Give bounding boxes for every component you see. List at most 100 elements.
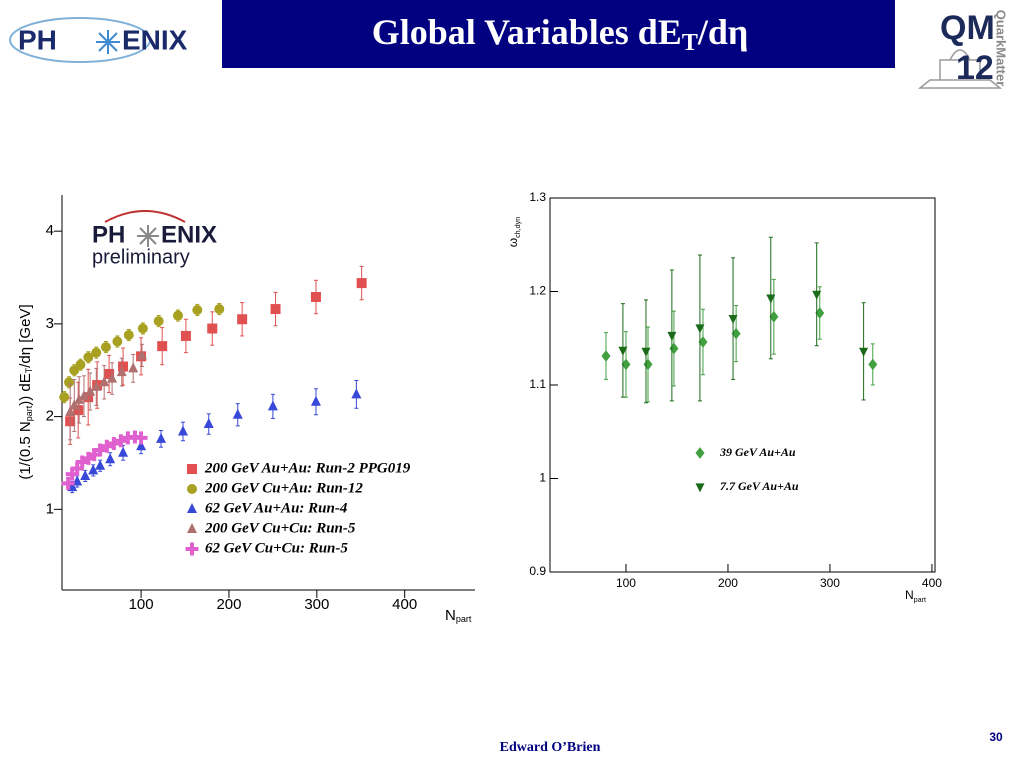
- marker: [356, 278, 367, 289]
- y-tick-label: 0.9: [529, 564, 546, 578]
- title-part: Global Variables dE: [372, 12, 682, 52]
- marker: [91, 347, 102, 358]
- marker: [75, 359, 86, 370]
- marker: [178, 425, 189, 436]
- marker: [118, 446, 129, 457]
- qm-logo: QM 12 QuarkMatter: [917, 9, 1009, 89]
- legend-label: 7.7 GeV Au+Au: [720, 479, 799, 493]
- marker: [641, 347, 651, 357]
- annotation: preliminary: [92, 246, 190, 268]
- legend-marker: [187, 523, 197, 533]
- logo-text: ENIX: [122, 24, 188, 55]
- marker: [112, 336, 123, 347]
- x-axis-label: Npart: [445, 607, 472, 624]
- marker: [61, 476, 75, 490]
- y-tick-label: 1: [46, 500, 54, 517]
- label-subscript: T: [24, 367, 34, 373]
- marker: [136, 440, 147, 451]
- marker: [766, 294, 776, 304]
- label-part: ω: [506, 238, 520, 247]
- marker: [75, 455, 89, 469]
- capitol-icon: [917, 49, 1003, 89]
- marker: [123, 330, 134, 341]
- logo-text: PH: [18, 24, 57, 55]
- legend-marker: [187, 484, 197, 494]
- legend-label: 62 GeV Au+Au: Run-4: [205, 500, 348, 516]
- marker: [81, 451, 95, 465]
- marker: [812, 290, 822, 300]
- marker: [65, 405, 76, 416]
- label-part: )) dE: [17, 373, 34, 406]
- y-axis-label: ωch,dyn: [506, 217, 522, 248]
- marker: [601, 350, 611, 362]
- legend-label: 200 GeV Au+Au: Run-2 PPG019: [204, 460, 411, 476]
- marker: [618, 346, 628, 356]
- label-subscript: part: [24, 405, 34, 421]
- marker: [207, 323, 218, 334]
- marker: [172, 310, 183, 321]
- label-subscript: part: [914, 595, 926, 604]
- marker: [85, 385, 96, 396]
- marker: [731, 327, 741, 340]
- legend-marker: [187, 464, 197, 474]
- logo-number: 12: [956, 49, 994, 87]
- logo-swoosh: [9, 17, 151, 63]
- slide-title: Global Variables dET/dη: [372, 12, 749, 55]
- chart: 100 200 300 400 0.9 1 1.1 1.2 1.3 ωch,dyn Npart 39 …: [506, 190, 942, 604]
- marker: [698, 336, 708, 348]
- label-subscript: ch,dyn: [513, 217, 522, 238]
- marker: [134, 431, 148, 445]
- marker: [93, 443, 107, 457]
- marker: [769, 310, 779, 323]
- marker: [270, 304, 281, 315]
- label-subscript: part: [456, 614, 472, 624]
- marker: [192, 304, 203, 315]
- marker: [237, 314, 248, 325]
- x-tick-label: 100: [616, 576, 636, 590]
- label-part: (1/(0.5 N: [17, 421, 34, 479]
- x-tick-label: 100: [129, 596, 154, 613]
- marker: [621, 358, 631, 371]
- marker: [87, 448, 101, 462]
- marker: [65, 467, 79, 481]
- x-tick-label: 300: [304, 596, 329, 613]
- marker: [128, 362, 139, 373]
- marker: [137, 323, 148, 334]
- marker: [232, 408, 243, 419]
- marker: [214, 304, 225, 315]
- title-part: /dη: [697, 12, 748, 52]
- marker: [107, 436, 121, 450]
- y-tick-label: 4: [46, 222, 54, 239]
- legend-marker: [187, 503, 197, 513]
- marker: [83, 352, 94, 363]
- logo-star: [137, 225, 159, 247]
- marker: [78, 390, 89, 401]
- x-tick-label: 300: [820, 576, 840, 590]
- logo-qm: QM: [940, 9, 995, 47]
- label-part: N: [445, 607, 456, 624]
- y-tick-label: 1: [539, 471, 546, 485]
- logo-text: ENIX: [161, 221, 217, 248]
- legend-label: 200 GeV Cu+Cu: Run-5: [204, 520, 356, 536]
- marker: [156, 432, 167, 443]
- marker: [116, 366, 127, 377]
- marker: [74, 393, 85, 404]
- title-bar: [222, 0, 895, 68]
- x-tick-label: 200: [718, 576, 738, 590]
- marker: [64, 377, 75, 388]
- page-number: 30: [989, 730, 1003, 744]
- marker: [105, 453, 116, 464]
- marker: [203, 418, 214, 429]
- phenix-logo: PH ENIX: [9, 17, 188, 63]
- marker: [69, 399, 80, 410]
- marker: [859, 347, 869, 357]
- marker: [180, 330, 191, 341]
- label-part: /dη [GeV]: [17, 304, 34, 367]
- marker: [114, 434, 128, 448]
- y-tick-label: 1.2: [529, 284, 546, 298]
- logo-subtitle: QuarkMatter: [994, 10, 1009, 87]
- x-tick-label: 400: [392, 596, 417, 613]
- legend-marker: [185, 542, 199, 556]
